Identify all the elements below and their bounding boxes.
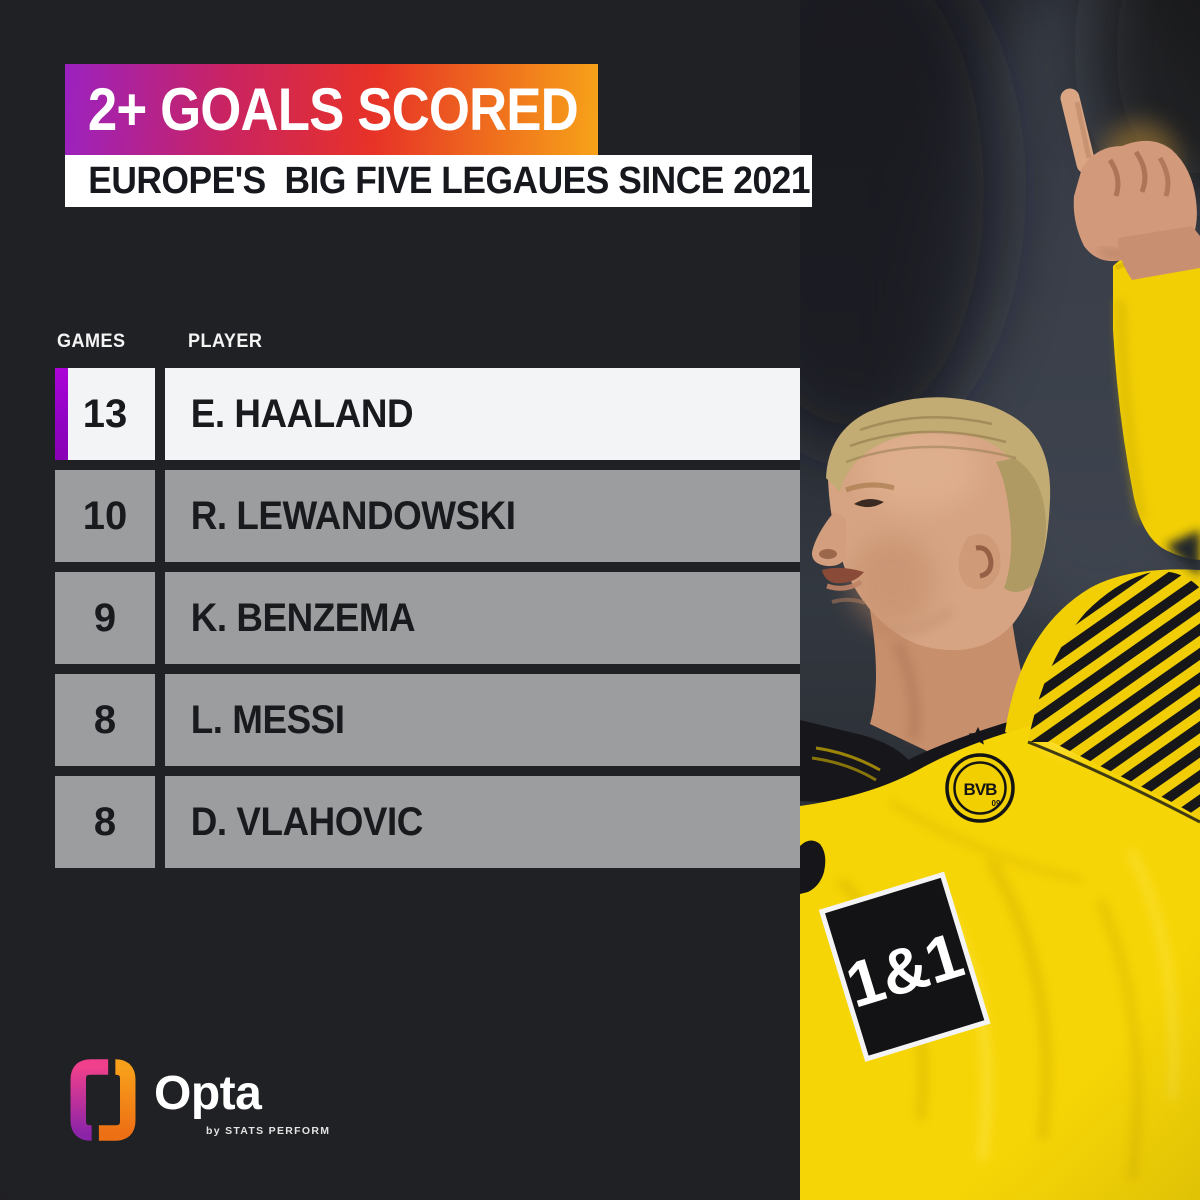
table-row: 8 L. MESSI: [55, 674, 800, 766]
ear: [958, 533, 1001, 590]
eye: [854, 498, 884, 508]
title-banner: 2+ GOALS SCORED: [65, 64, 598, 155]
subtitle-bar: EUROPE'S BIG FIVE LEGAUES SINCE 2021: [65, 155, 812, 207]
bvb-badge: BVB 09: [945, 753, 1015, 823]
games-value: 8: [55, 776, 155, 868]
column-header-player: PLAYER: [188, 331, 263, 352]
games-value: 10: [55, 470, 155, 562]
opta-logo-text: Opta: [154, 1067, 262, 1120]
page-subtitle: EUROPE'S BIG FIVE LEGAUES SINCE 2021: [88, 159, 811, 202]
player-name: D. VLAHOVIC: [190, 799, 424, 844]
table-row: 9 K. BENZEMA: [55, 572, 800, 664]
table-header: GAMES PLAYER: [0, 331, 800, 355]
player-name-cell: D. VLAHOVIC: [165, 776, 800, 868]
opta-branding: Opta by STATS PERFORM: [70, 1058, 330, 1142]
player-name-cell: L. MESSI: [165, 674, 800, 766]
column-header-games: GAMES: [57, 331, 126, 352]
player-name-cell: K. BENZEMA: [165, 572, 800, 664]
games-value: 13: [55, 368, 155, 460]
player-name: R. LEWANDOWSKI: [190, 493, 516, 538]
jersey-torso: [800, 724, 1200, 1200]
striped-shoulder-panel: [1028, 571, 1200, 818]
games-value: 9: [55, 572, 155, 664]
badge-letters: BVB: [964, 780, 998, 799]
opta-logo-subtext: by STATS PERFORM: [206, 1125, 331, 1137]
table-row: 10 R. LEWANDOWSKI: [55, 470, 800, 562]
opta-logo-icon: [70, 1059, 136, 1141]
player-name: L. MESSI: [190, 697, 345, 742]
player-photo: BVB 09 1&1: [800, 0, 1200, 1200]
player-name: E. HAALAND: [190, 391, 414, 436]
player-name-cell: E. HAALAND: [165, 368, 800, 460]
table-row: 13 E. HAALAND: [55, 368, 800, 460]
pointing-hand: [1060, 88, 1200, 280]
star-icon: [968, 727, 988, 745]
player-photo-illustration: BVB 09 1&1: [800, 0, 1200, 1200]
badge-number: 09: [992, 799, 1001, 808]
stats-table: 13 E. HAALAND 10 R. LEWANDOWSKI 9 K. BEN…: [55, 368, 800, 878]
sponsor-patch: 1&1: [818, 871, 991, 1062]
player-head: [811, 397, 1051, 762]
puma-logo-icon: [800, 840, 826, 894]
player-name: K. BENZEMA: [190, 595, 416, 640]
hair: [826, 397, 1051, 572]
games-value: 8: [55, 674, 155, 766]
table-row: 8 D. VLAHOVIC: [55, 776, 800, 868]
page-title: 2+ GOALS SCORED: [87, 76, 579, 143]
player-name-cell: R. LEWANDOWSKI: [165, 470, 800, 562]
